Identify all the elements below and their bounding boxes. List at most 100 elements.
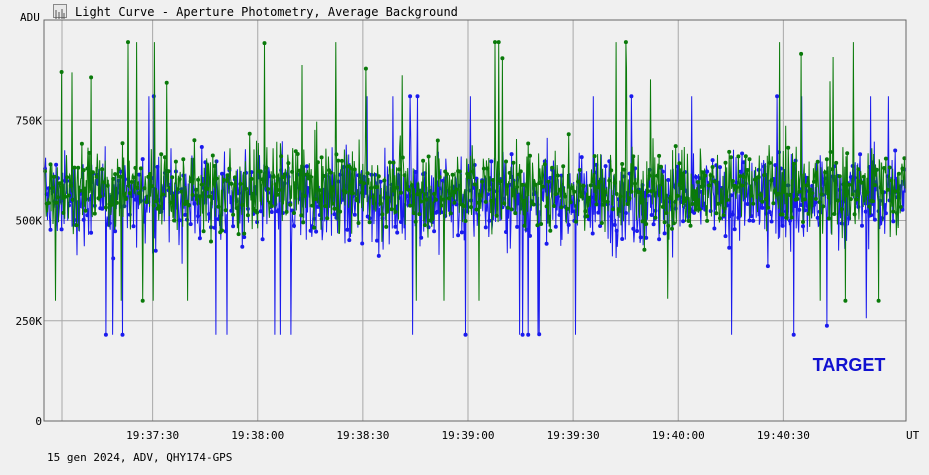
data-point <box>395 230 400 235</box>
data-point <box>522 223 527 228</box>
data-point <box>148 172 153 176</box>
data-point <box>59 227 64 232</box>
data-point <box>540 184 545 189</box>
data-point <box>236 232 241 237</box>
data-point <box>258 209 263 214</box>
data-point <box>671 221 676 226</box>
data-point <box>290 169 295 174</box>
data-point <box>539 222 544 226</box>
data-point <box>762 173 767 178</box>
data-point <box>153 199 158 204</box>
data-point <box>266 187 271 192</box>
data-point <box>297 168 302 173</box>
data-point <box>649 213 654 217</box>
data-point <box>159 152 164 157</box>
data-point <box>856 167 861 172</box>
data-point <box>891 209 896 214</box>
data-point <box>413 219 418 224</box>
data-point <box>232 175 237 180</box>
data-point <box>133 197 138 202</box>
data-point <box>740 183 745 188</box>
data-point <box>214 159 219 164</box>
data-point <box>861 174 866 179</box>
data-point <box>505 205 510 210</box>
data-point <box>883 211 888 216</box>
data-point <box>769 219 774 224</box>
data-point <box>738 174 743 179</box>
data-point <box>603 164 608 169</box>
data-point <box>585 214 590 219</box>
data-point <box>625 202 630 206</box>
data-point <box>140 157 145 162</box>
data-point <box>164 80 169 85</box>
data-point <box>714 211 719 216</box>
data-point <box>48 227 53 232</box>
data-point <box>902 156 907 161</box>
data-point <box>325 216 330 221</box>
data-point <box>858 152 863 157</box>
data-point <box>765 205 770 210</box>
data-point <box>116 166 121 171</box>
data-point <box>706 183 711 188</box>
data-point <box>111 176 116 181</box>
data-point <box>185 199 189 204</box>
data-point <box>229 181 234 186</box>
data-point <box>871 199 875 204</box>
data-point <box>450 172 455 177</box>
data-point <box>579 194 584 199</box>
data-point <box>476 200 481 205</box>
data-point <box>109 203 114 207</box>
data-point <box>103 205 108 210</box>
data-point <box>528 153 532 158</box>
data-point <box>286 161 291 166</box>
data-point <box>168 200 173 205</box>
data-point <box>815 215 820 220</box>
data-point <box>657 237 662 242</box>
data-point <box>146 174 151 179</box>
data-point <box>564 206 569 211</box>
data-point <box>151 203 156 208</box>
data-point <box>487 218 492 223</box>
data-point <box>588 183 593 188</box>
data-point <box>354 198 359 203</box>
data-point <box>775 94 780 99</box>
data-point <box>498 179 503 184</box>
data-point <box>220 228 224 233</box>
data-point <box>268 200 272 205</box>
data-point <box>271 174 276 179</box>
data-point <box>362 181 366 186</box>
data-point <box>76 165 81 170</box>
data-point <box>684 196 689 201</box>
data-point <box>445 172 449 177</box>
light-curve-icon[interactable] <box>53 4 67 19</box>
data-point <box>52 174 57 179</box>
data-point <box>824 157 829 162</box>
data-point <box>375 185 379 190</box>
data-point <box>649 189 654 194</box>
y-tick-label: 250K <box>16 315 43 328</box>
data-point <box>415 94 420 99</box>
data-point <box>54 200 59 205</box>
data-point <box>673 144 678 149</box>
data-point <box>386 195 390 200</box>
data-point <box>61 210 66 215</box>
data-point <box>760 205 765 210</box>
data-point <box>708 173 713 178</box>
data-point <box>439 203 444 208</box>
data-point <box>131 224 136 229</box>
data-point <box>636 190 641 195</box>
data-point <box>660 169 665 174</box>
data-point <box>736 154 741 159</box>
data-point <box>260 177 265 182</box>
chart-title: Light Curve - Aperture Photometry, Avera… <box>75 5 458 19</box>
data-point <box>54 162 59 167</box>
x-tick-label: 19:39:30 <box>547 429 600 442</box>
data-point <box>880 216 885 221</box>
footer-info: 15 gen 2024, ADV, QHY174-GPS <box>47 451 233 464</box>
data-point <box>579 155 584 160</box>
data-point <box>369 186 374 190</box>
data-point <box>629 189 634 194</box>
data-point <box>695 180 700 185</box>
data-point <box>288 202 293 207</box>
